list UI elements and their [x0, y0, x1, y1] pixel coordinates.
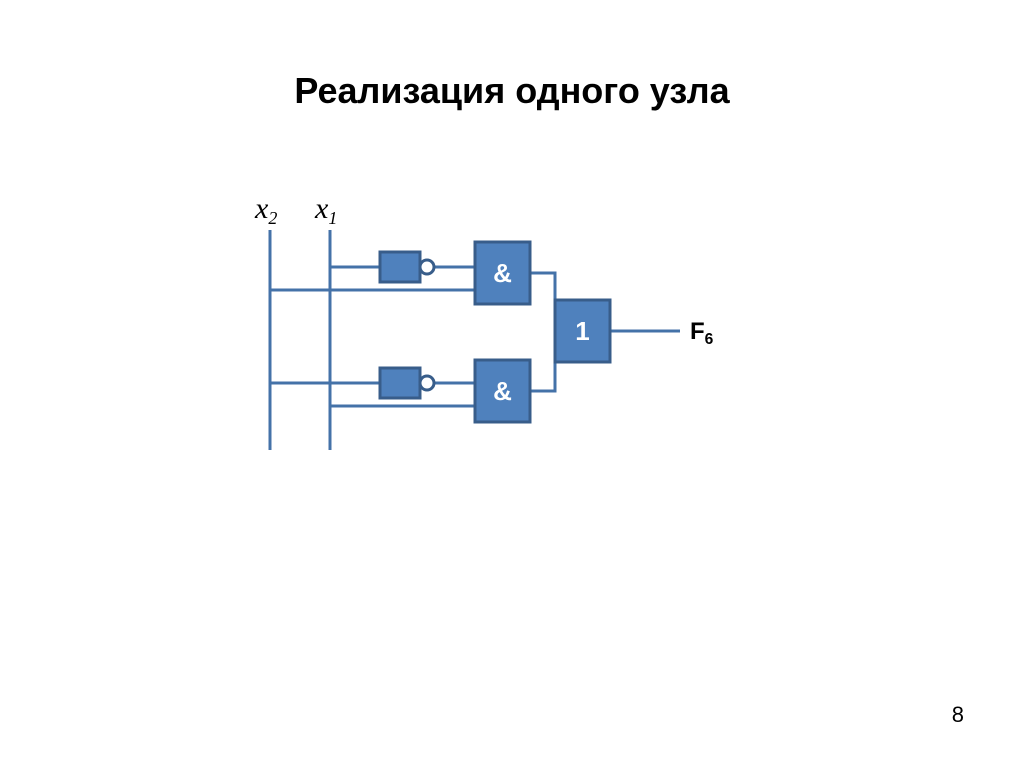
- gate-label-or1: 1: [575, 316, 589, 346]
- wire-and2-out: [530, 345, 555, 391]
- wire-and1-out: [530, 273, 555, 318]
- inverter-bubble-inv2: [420, 376, 434, 390]
- gate-label-and1: &: [493, 258, 512, 288]
- output-label: F6: [690, 318, 714, 348]
- input-label-x2: x2: [254, 200, 277, 228]
- gate-label-and2: &: [493, 376, 512, 406]
- logic-circuit-diagram: x2 x1 & & 1 F6: [230, 200, 790, 480]
- inverter-inv1: [380, 252, 420, 282]
- page-number: 8: [952, 702, 964, 728]
- inverter-inv2: [380, 368, 420, 398]
- page-title: Реализация одного узла: [0, 70, 1024, 112]
- input-label-x1: x1: [314, 200, 337, 228]
- inverter-bubble-inv1: [420, 260, 434, 274]
